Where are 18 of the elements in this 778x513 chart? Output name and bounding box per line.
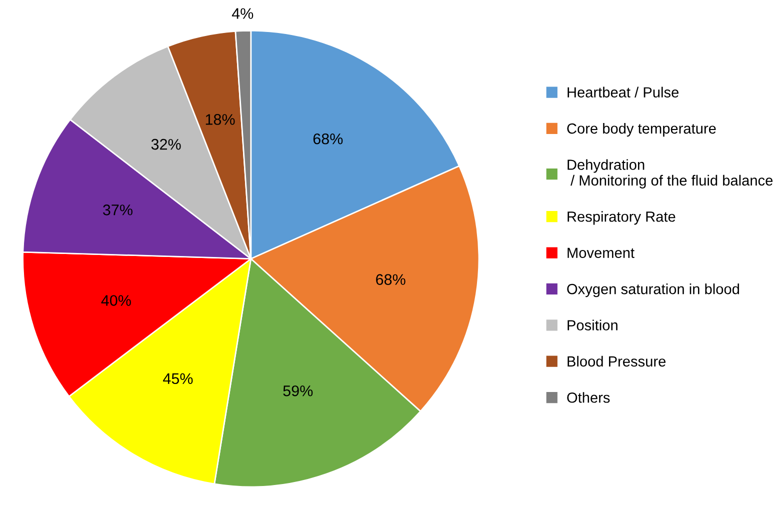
legend-label: Position xyxy=(568,320,618,330)
legend-label: Respiratory Rate xyxy=(568,211,676,225)
legend-label: Heartbeat / Pulse xyxy=(568,86,679,98)
legend-label: Movement xyxy=(568,248,634,258)
data-label: 59% xyxy=(283,385,313,396)
data-label: 4% xyxy=(232,8,254,19)
legend-label: Others xyxy=(567,392,610,403)
data-label: 32% xyxy=(151,138,181,150)
data-label: 40% xyxy=(101,295,131,306)
legend-label: Core body temperature xyxy=(567,122,716,137)
data-label: 68% xyxy=(313,133,343,144)
legend-label: Oxygen saturation in blood xyxy=(567,283,740,298)
data-label: 68% xyxy=(376,274,406,285)
data-label: 45% xyxy=(163,373,193,384)
legend-label: Dehydration / Monitoring of the fluid balance xyxy=(568,159,773,188)
data-label: 37% xyxy=(103,204,132,216)
legend-label: Blood Pressure xyxy=(568,356,666,367)
data-label: 18% xyxy=(206,114,235,125)
